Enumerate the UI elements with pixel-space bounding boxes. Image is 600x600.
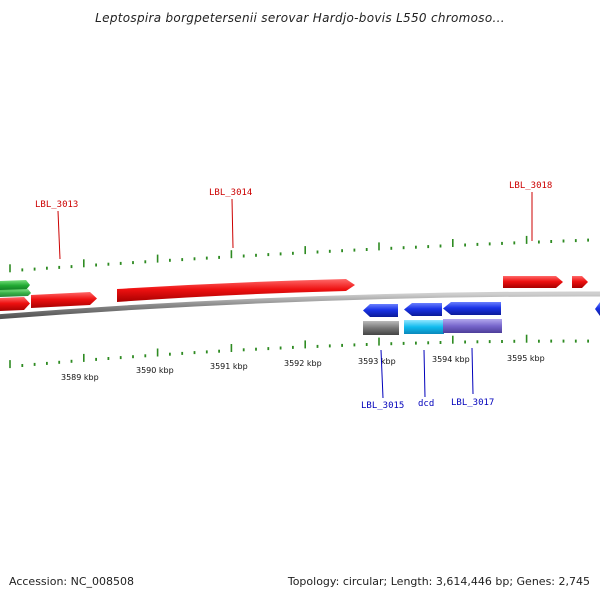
gene-green-lower[interactable] bbox=[0, 289, 31, 297]
leader-lbl-3015 bbox=[380, 349, 384, 399]
outer-tick-track bbox=[9, 235, 589, 273]
scale-label-3590: 3590 kbp bbox=[136, 366, 174, 375]
gene-red-left[interactable] bbox=[0, 297, 30, 311]
gene-lbl-3018[interactable] bbox=[503, 276, 563, 288]
genome-summary: Topology: circular; Length: 3,614,446 bp… bbox=[287, 575, 590, 588]
scale-label-3593: 3593 kbp bbox=[358, 357, 396, 366]
feature-cyan[interactable] bbox=[404, 320, 444, 334]
gene-dcd[interactable] bbox=[404, 303, 442, 316]
feature-gray[interactable] bbox=[363, 321, 399, 335]
map-title: Leptospira borgpetersenii serovar Hardjo… bbox=[95, 11, 505, 25]
label-lbl-3013[interactable]: LBL_3013 bbox=[35, 200, 78, 210]
leader-lbl-3014 bbox=[231, 198, 234, 249]
label-lbl-3014[interactable]: LBL_3014 bbox=[209, 188, 252, 198]
label-lbl-3018[interactable]: LBL_3018 bbox=[509, 181, 552, 191]
label-dcd[interactable]: dcd bbox=[418, 399, 434, 409]
gene-lbl-3017[interactable] bbox=[443, 302, 501, 315]
leader-lbl-3017 bbox=[471, 347, 474, 395]
inner-tick-track bbox=[9, 334, 589, 369]
gene-red-right[interactable] bbox=[572, 276, 588, 288]
gene-green-upper[interactable] bbox=[0, 280, 30, 291]
scale-label-3594: 3594 kbp bbox=[432, 355, 470, 364]
label-lbl-3017[interactable]: LBL_3017 bbox=[451, 398, 494, 408]
scale-label-3592: 3592 kbp bbox=[284, 359, 322, 368]
gene-lbl-3013[interactable] bbox=[31, 292, 97, 308]
leader-dcd bbox=[423, 349, 426, 398]
label-lbl-3015[interactable]: LBL_3015 bbox=[361, 401, 404, 411]
scale-label-3589: 3589 kbp bbox=[61, 373, 99, 382]
chromosome-backbone bbox=[0, 291, 600, 320]
scale-label-3591: 3591 kbp bbox=[210, 362, 248, 371]
scale-label-3595: 3595 kbp bbox=[507, 354, 545, 363]
feature-purple[interactable] bbox=[443, 319, 502, 333]
accession-info: Accession: NC_008508 bbox=[9, 575, 135, 588]
gene-lbl-3014[interactable] bbox=[117, 279, 355, 302]
gene-blue-right[interactable] bbox=[595, 302, 600, 316]
leader-lbl-3013 bbox=[57, 210, 61, 260]
gene-lbl-3015[interactable] bbox=[363, 304, 398, 317]
